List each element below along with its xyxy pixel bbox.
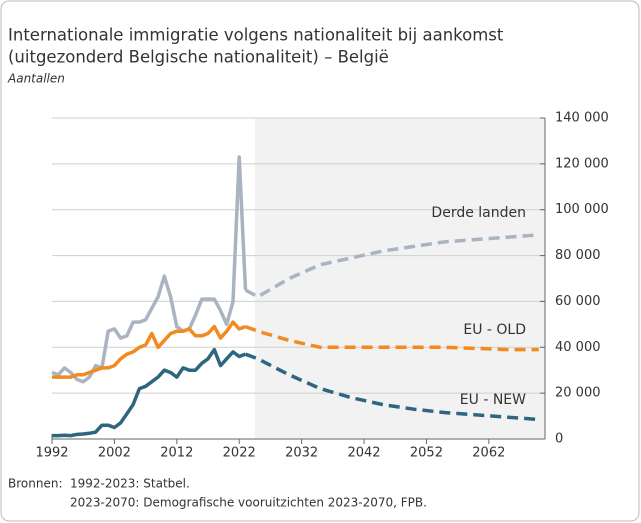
y-tick-label: 20 000 bbox=[555, 386, 601, 401]
y-tick-label: 0 bbox=[555, 432, 563, 447]
x-tick-label: 2002 bbox=[98, 446, 131, 461]
projection-line bbox=[244, 233, 539, 299]
x-tick-label: 2012 bbox=[160, 446, 193, 461]
y-tick-label: 80 000 bbox=[555, 248, 601, 263]
source: 1992-2023: Statbel. bbox=[70, 477, 190, 491]
series-label: EU - OLD bbox=[463, 322, 526, 338]
y-tick-label: 60 000 bbox=[555, 294, 601, 309]
y-tick-label: 40 000 bbox=[555, 340, 601, 355]
series-label: Derde landen bbox=[431, 205, 526, 221]
chart-title: Internationale immigratie volgens nation… bbox=[8, 26, 504, 45]
y-tick-label: 100 000 bbox=[555, 202, 609, 217]
projection-line bbox=[244, 324, 539, 352]
y-tick-label: 140 000 bbox=[555, 111, 609, 126]
subtitle: Aantallen bbox=[7, 72, 65, 86]
x-tick-label: 2042 bbox=[347, 446, 380, 461]
x-tick-label: 2032 bbox=[285, 446, 318, 461]
series-line bbox=[52, 320, 247, 379]
x-tick-label: 2052 bbox=[410, 446, 443, 461]
source: 2023-2070: Demografische vooruitzichten … bbox=[70, 496, 427, 510]
series-label: EU - NEW bbox=[460, 392, 526, 408]
series-line bbox=[52, 347, 247, 438]
projection-line bbox=[244, 352, 539, 422]
chart-title: (uitgezonderd Belgische nationaliteit) –… bbox=[8, 48, 389, 67]
source-label: Bronnen: bbox=[8, 477, 63, 491]
y-tick-label: 120 000 bbox=[555, 156, 609, 171]
x-tick-label: 1992 bbox=[35, 446, 68, 461]
x-tick-label: 2022 bbox=[223, 446, 256, 461]
projection-area bbox=[254, 118, 545, 439]
x-tick-label: 2062 bbox=[472, 446, 505, 461]
series-line bbox=[51, 155, 248, 384]
